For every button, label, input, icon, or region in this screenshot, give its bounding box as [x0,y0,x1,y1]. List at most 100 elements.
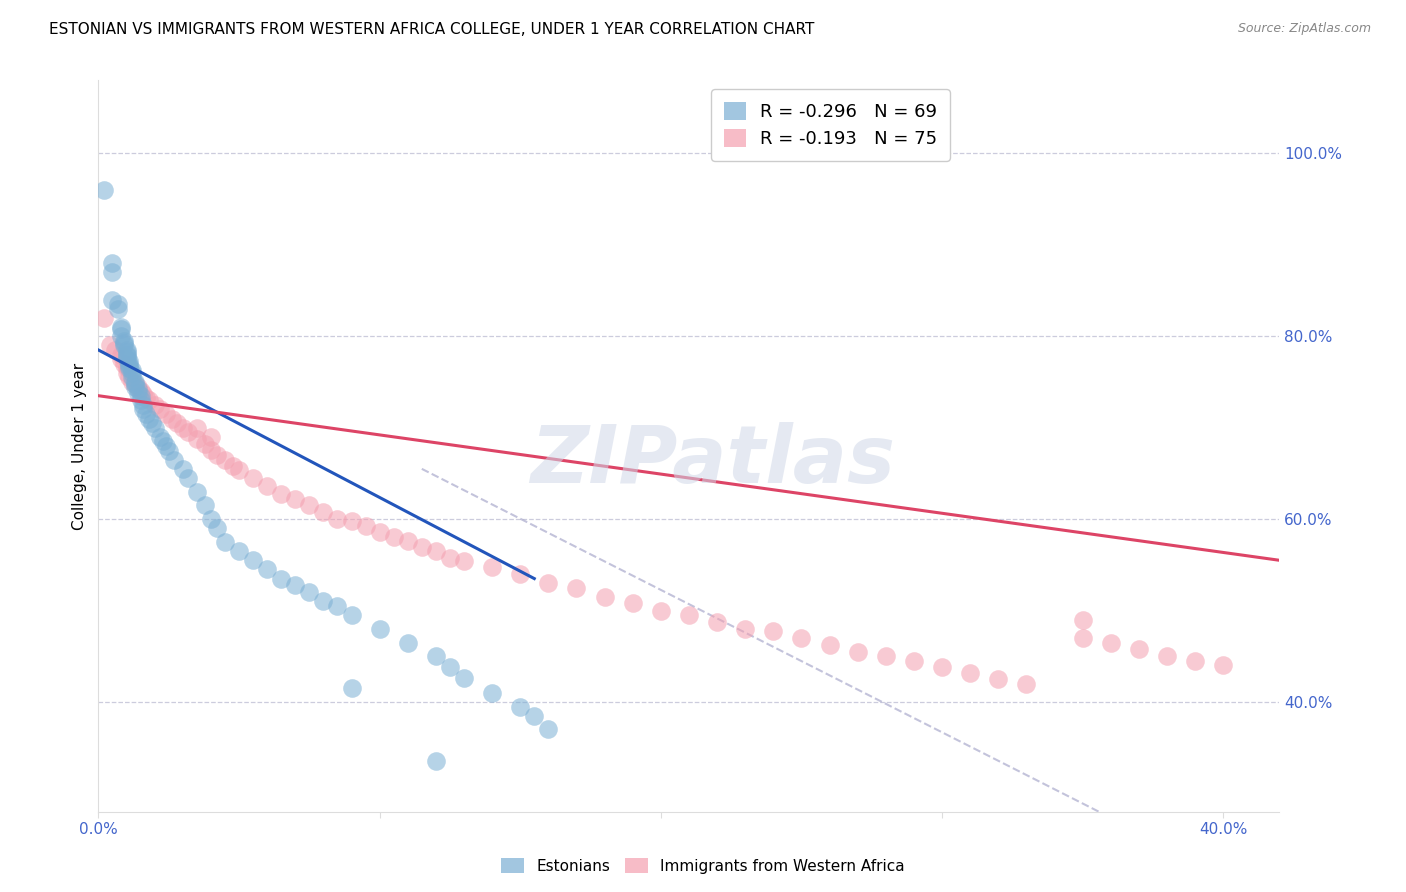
Point [110,352,132,367]
Point [127,379,149,393]
Point [155,407,177,421]
Point [141,416,163,430]
Point [340,514,363,528]
Point [298,585,321,599]
Point [135,391,157,405]
Point [118,359,141,373]
Point [284,491,307,506]
Point [1212,658,1234,673]
Point [172,421,194,435]
Point [115,350,138,364]
Point [118,370,141,384]
Point [172,462,194,476]
Point [115,347,138,362]
Point [734,622,756,636]
Point [453,671,475,685]
Point [112,335,135,350]
Point [439,660,461,674]
Point [270,572,292,586]
Point [382,530,405,544]
Point [256,562,278,576]
Point [425,544,447,558]
Point [124,376,146,391]
Point [110,329,132,343]
Point [115,352,138,367]
Point [194,437,217,451]
Point [143,421,166,435]
Point [107,297,129,311]
Point [132,402,155,417]
Point [340,681,363,696]
Point [177,471,200,485]
Point [425,649,447,664]
Point [115,343,138,357]
Legend: Estonians, Immigrants from Western Africa: Estonians, Immigrants from Western Afric… [495,852,911,880]
Point [650,603,672,617]
Point [354,519,377,533]
Point [101,256,124,270]
Point [155,439,177,453]
Point [396,635,419,649]
Point [186,421,208,435]
Point [200,430,222,444]
Text: ESTONIAN VS IMMIGRANTS FROM WESTERN AFRICA COLLEGE, UNDER 1 YEAR CORRELATION CHA: ESTONIAN VS IMMIGRANTS FROM WESTERN AFRI… [49,22,814,37]
Point [200,512,222,526]
Point [200,442,222,457]
Point [112,334,135,348]
Point [509,567,531,582]
Point [127,386,149,401]
Point [762,624,785,638]
Point [368,622,391,636]
Point [93,311,115,326]
Point [790,631,813,645]
Point [959,665,981,680]
Point [903,654,925,668]
Point [396,534,419,549]
Point [1071,613,1094,627]
Point [194,499,217,513]
Point [205,448,228,462]
Point [242,471,264,485]
Point [104,343,127,357]
Point [138,393,160,408]
Point [284,578,307,592]
Point [124,376,146,391]
Point [129,384,152,399]
Point [98,338,121,352]
Text: ZIPatlas: ZIPatlas [530,422,896,500]
Point [537,576,560,591]
Point [110,347,132,362]
Point [565,581,588,595]
Point [127,382,149,396]
Point [593,590,616,604]
Point [1156,649,1178,664]
Point [152,434,174,449]
Point [326,599,349,613]
Point [481,559,503,574]
Point [101,293,124,307]
Point [312,594,335,608]
Point [312,505,335,519]
Point [326,512,349,526]
Point [228,544,250,558]
Point [875,649,897,664]
Point [205,521,228,535]
Point [537,723,560,737]
Point [93,183,115,197]
Point [177,425,200,440]
Point [256,479,278,493]
Point [129,393,152,408]
Point [132,398,155,412]
Point [270,486,292,500]
Point [118,361,141,376]
Point [129,389,152,403]
Point [118,357,141,371]
Point [706,615,728,629]
Point [846,645,869,659]
Point [163,452,186,467]
Point [509,699,531,714]
Point [121,375,143,389]
Point [121,366,143,380]
Point [439,550,461,565]
Point [340,608,363,623]
